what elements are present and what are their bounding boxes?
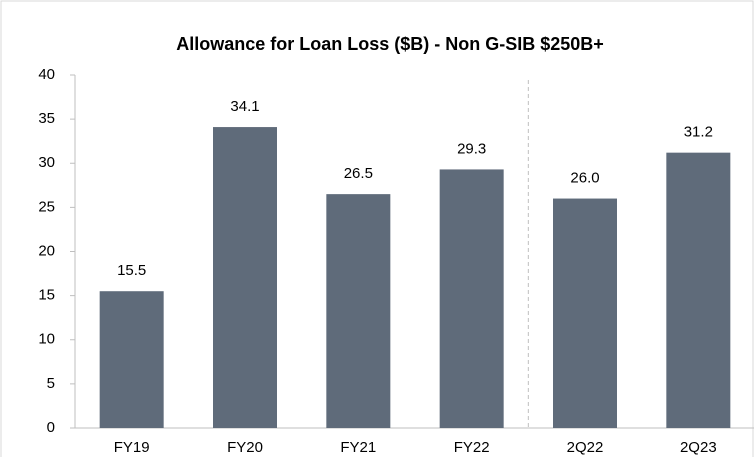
- value-label: 26.0: [570, 170, 599, 187]
- y-tick-label: 5: [47, 375, 55, 392]
- bar: [553, 198, 617, 428]
- value-label: 34.1: [230, 98, 259, 115]
- x-tick-label: FY20: [227, 439, 263, 456]
- value-label: 29.3: [457, 140, 486, 157]
- bar: [213, 127, 277, 428]
- y-tick-label: 10: [38, 331, 55, 348]
- x-tick-label: 2Q22: [567, 439, 604, 456]
- x-tick-label: FY22: [454, 439, 490, 456]
- y-tick-label: 25: [38, 198, 55, 215]
- bar: [99, 291, 164, 428]
- y-tick-label: 35: [38, 110, 55, 127]
- y-tick-label: 0: [47, 419, 55, 436]
- value-label: 31.2: [684, 124, 713, 141]
- bar: [326, 194, 391, 428]
- bar: [666, 152, 731, 428]
- value-label: 26.5: [344, 165, 373, 182]
- y-tick-label: 30: [38, 154, 55, 171]
- y-tick-label: 20: [38, 242, 55, 259]
- bar: [439, 169, 504, 429]
- y-tick-label: 40: [38, 66, 55, 83]
- x-tick-label: FY19: [114, 439, 150, 456]
- y-tick-label: 15: [38, 287, 55, 304]
- x-tick-label: FY21: [340, 439, 376, 456]
- value-label: 15.5: [117, 262, 146, 279]
- chart-title: Allowance for Loan Loss ($B) - Non G-SIB…: [176, 34, 604, 54]
- x-tick-label: 2Q23: [680, 439, 717, 456]
